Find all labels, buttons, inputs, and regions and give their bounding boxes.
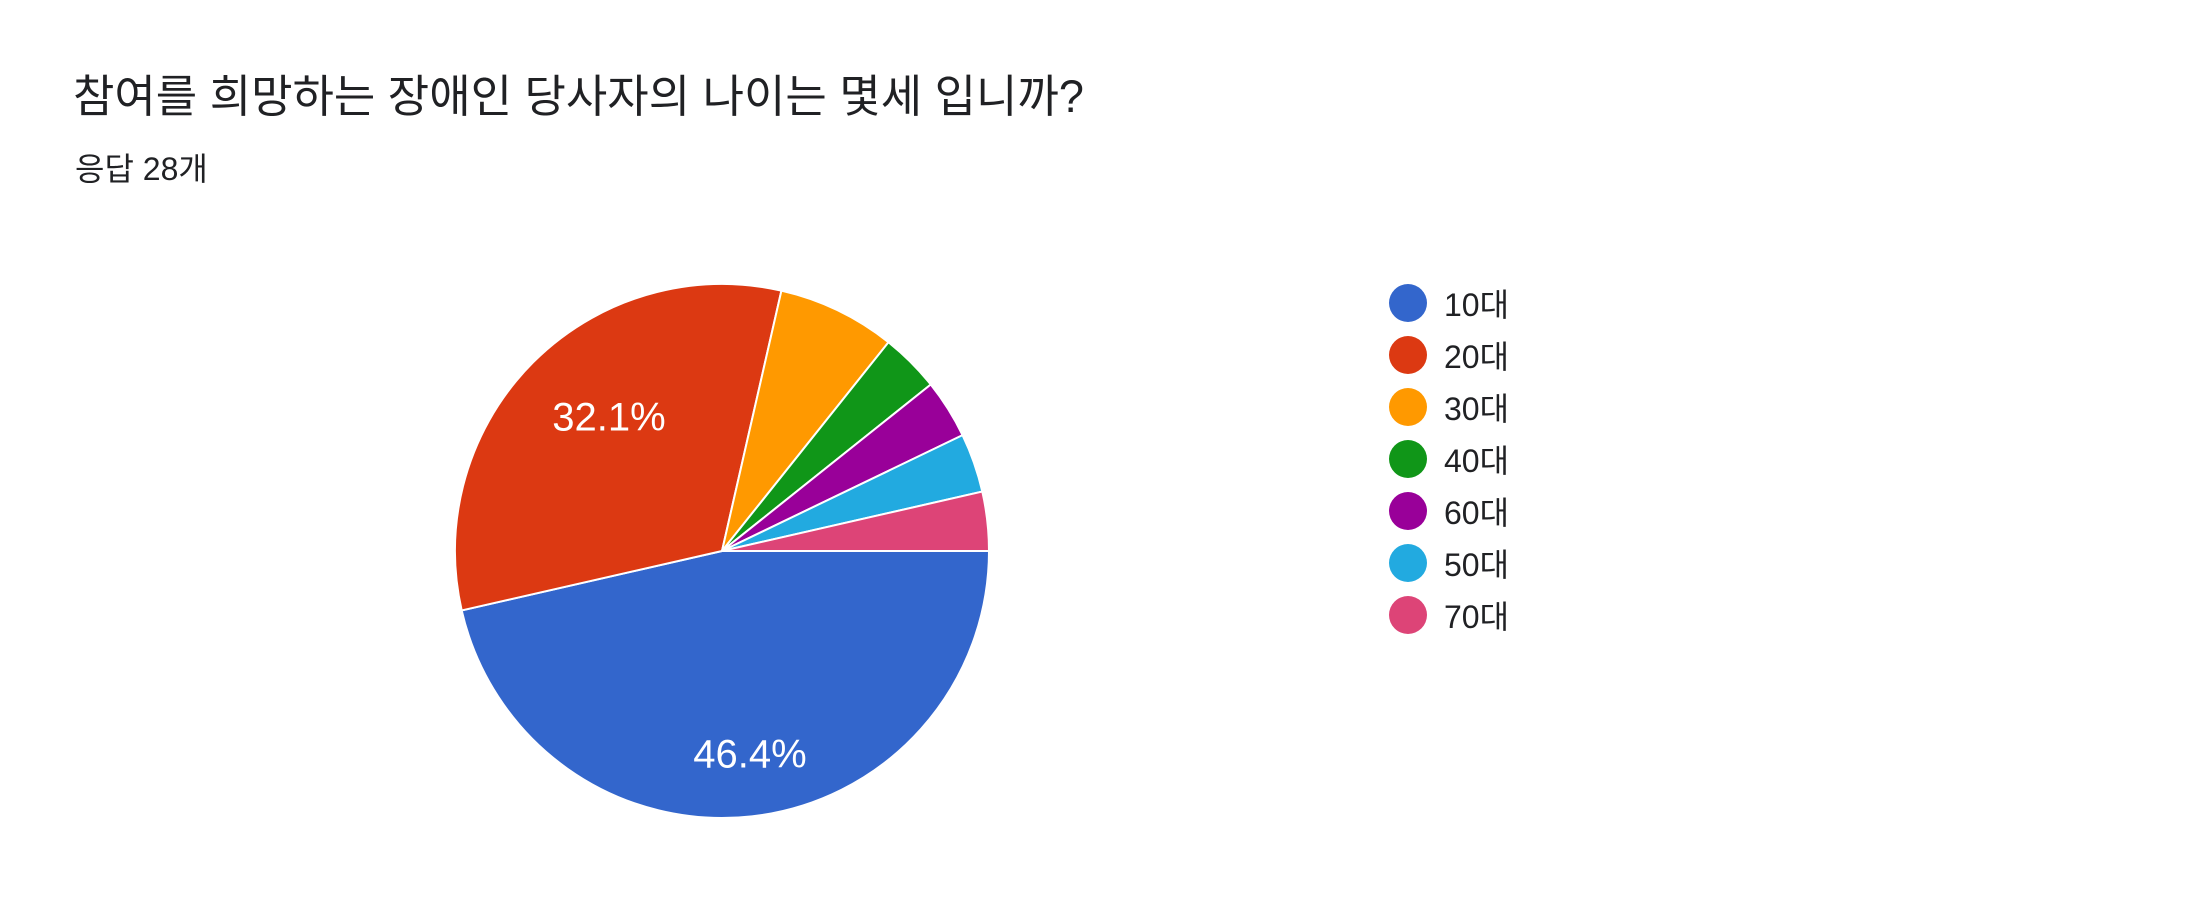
svg-text:32.1%: 32.1%: [552, 396, 665, 440]
svg-text:46.4%: 46.4%: [693, 733, 806, 777]
